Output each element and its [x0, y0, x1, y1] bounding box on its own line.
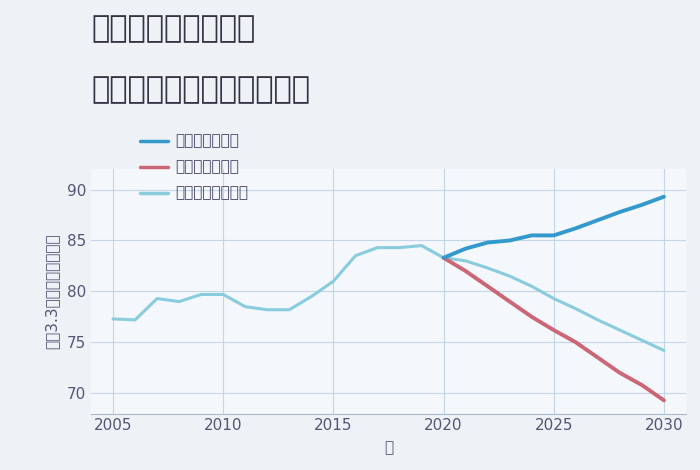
Text: ノーマルシナリオ: ノーマルシナリオ: [175, 185, 248, 200]
Text: グッドシナリオ: グッドシナリオ: [175, 133, 239, 149]
Y-axis label: 坪（3.3㎡）単価（万円）: 坪（3.3㎡）単価（万円）: [45, 234, 60, 349]
Text: 岐阜県関市西神野の: 岐阜県関市西神野の: [91, 14, 256, 43]
X-axis label: 年: 年: [384, 440, 393, 455]
Text: 中古マンションの価格推移: 中古マンションの価格推移: [91, 75, 310, 104]
Text: バッドシナリオ: バッドシナリオ: [175, 159, 239, 174]
